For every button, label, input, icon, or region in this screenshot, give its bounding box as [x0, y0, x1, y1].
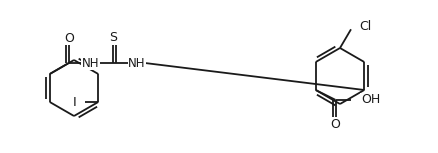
Text: OH: OH: [360, 93, 379, 106]
Text: Cl: Cl: [358, 20, 371, 33]
Text: I: I: [73, 95, 76, 108]
Text: O: O: [330, 118, 340, 131]
Text: NH: NH: [128, 56, 145, 69]
Text: S: S: [109, 31, 117, 44]
Text: O: O: [64, 32, 74, 45]
Text: NH: NH: [82, 56, 99, 69]
